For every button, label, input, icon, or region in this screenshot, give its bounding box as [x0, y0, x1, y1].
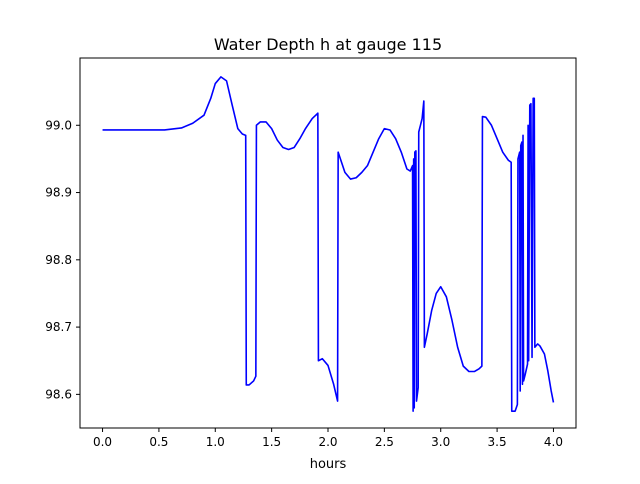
x-tick-label: 0.5 [149, 435, 168, 449]
x-tick-label: 3.5 [488, 435, 507, 449]
plot-area [102, 76, 555, 412]
x-tick-label: 4.0 [544, 435, 563, 449]
x-tick-label: 2.5 [375, 435, 394, 449]
series-line-0 [102, 76, 555, 412]
y-tick-label: 99.0 [45, 118, 72, 132]
y-tick-label: 98.7 [45, 320, 72, 334]
y-tick-label: 98.6 [45, 387, 72, 401]
x-tick-label: 2.0 [318, 435, 337, 449]
y-axis: 98.6 98.7 98.8 98.9 99.0 [45, 118, 80, 401]
plot-frame [79, 57, 577, 429]
x-axis: 0.0 0.5 1.0 1.5 2.0 2.5 3.0 3.5 4.0 [93, 428, 563, 449]
chart-title: Water Depth h at gauge 115 [214, 35, 442, 54]
x-tick-label: 1.0 [206, 435, 225, 449]
y-tick-label: 98.9 [45, 186, 72, 200]
x-axis-label: hours [310, 457, 347, 472]
y-tick-label: 98.8 [45, 253, 72, 267]
x-tick-label: 3.0 [431, 435, 450, 449]
x-tick-label: 1.5 [262, 435, 281, 449]
x-tick-label: 0.0 [93, 435, 112, 449]
